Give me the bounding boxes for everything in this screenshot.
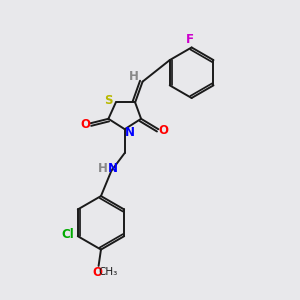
Text: S: S (104, 94, 112, 107)
Text: CH₃: CH₃ (98, 268, 118, 278)
Text: H: H (98, 162, 108, 175)
Text: N: N (125, 126, 135, 139)
Text: H: H (129, 70, 139, 83)
Text: F: F (186, 33, 194, 46)
Text: Cl: Cl (61, 228, 74, 241)
Text: N: N (108, 162, 118, 175)
Text: O: O (159, 124, 169, 137)
Text: O: O (80, 118, 90, 131)
Text: O: O (92, 266, 102, 279)
